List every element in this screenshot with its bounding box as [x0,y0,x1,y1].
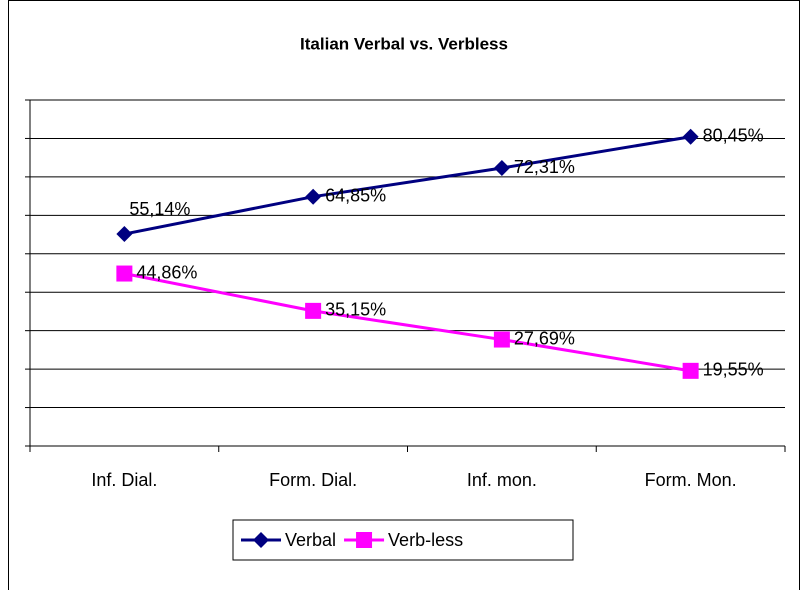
point [493,331,510,348]
data-label: 55,14% [129,199,190,219]
point [682,128,699,145]
point [305,302,322,319]
series-line [124,272,691,373]
x-tick-label: Form. Dial. [269,470,357,490]
point [116,226,133,243]
data-label: 35,15% [325,300,386,320]
data-label: 80,45% [703,125,764,145]
legend-box [232,519,574,561]
point [305,188,322,205]
legend-label: Verb-less [388,530,463,550]
point [253,532,269,548]
legend-label: Verbal [285,530,336,550]
data-label: 44,86% [136,262,197,282]
point [356,532,373,548]
point [493,160,510,177]
point [116,265,133,282]
series-line [124,135,691,236]
point [682,362,699,379]
x-tick-label: Inf. Dial. [91,470,157,490]
data-label: 64,85% [325,185,386,205]
data-label: 19,55% [703,360,764,380]
x-tick-label: Inf. mon. [467,470,537,490]
chart-title: Italian Verbal vs. Verbless [300,34,508,53]
data-label: 72,31% [514,157,575,177]
x-tick-label: Form. Mon. [645,470,737,490]
chart-border [8,0,800,590]
data-label: 27,69% [514,328,575,348]
